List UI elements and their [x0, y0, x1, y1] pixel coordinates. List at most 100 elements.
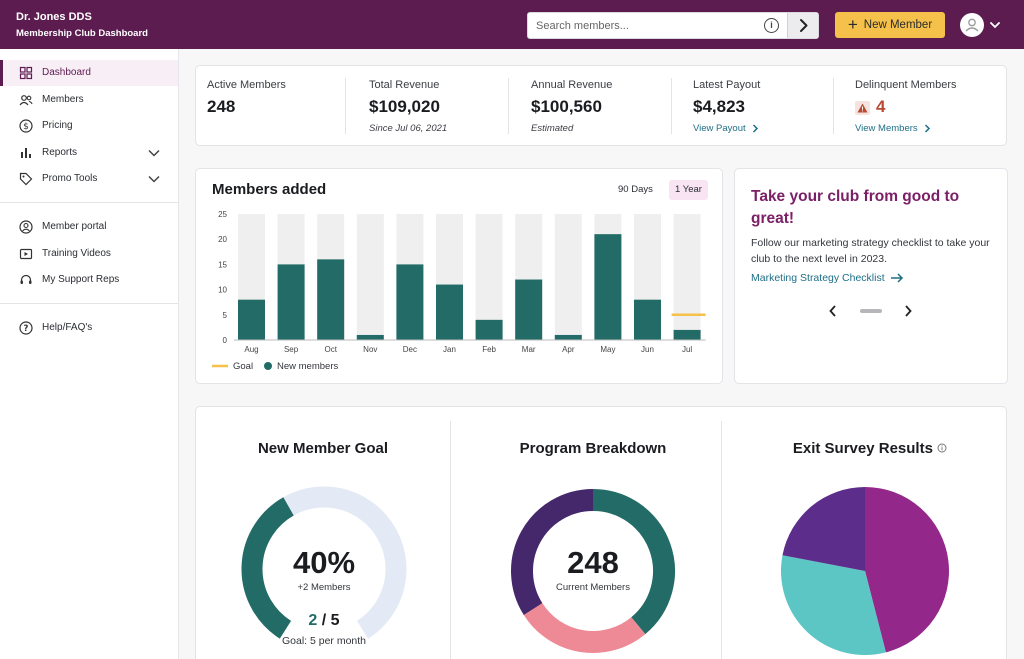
search-box: i [527, 12, 819, 39]
chevron-right-icon [752, 124, 758, 133]
sidebar-item-label: Dashboard [42, 67, 91, 78]
members-bar-chart: 0 5 10 15 20 25 Aug Sep Oct Nov Dec Jan Feb Mar Apr May… [212, 210, 706, 372]
video-icon [19, 248, 33, 260]
info-icon[interactable] [937, 443, 947, 453]
carousel-indicator[interactable] [860, 309, 882, 313]
brand-name: Dr. Jones DDS [16, 11, 92, 23]
sidebar-item-training-videos[interactable]: Training Videos [0, 241, 178, 267]
program-breakdown-title: Program Breakdown [519, 440, 667, 457]
y-tick-label: 5 [223, 311, 228, 320]
stats-card: Active Members 248 Total Revenue $109,02… [195, 65, 1007, 146]
stat-value: $4,823 [693, 97, 745, 116]
sidebar-item-promo-tools[interactable]: Promo Tools [0, 166, 178, 192]
exit-survey-title: Exit Survey Results [792, 440, 933, 457]
sidebar-item-label: Reports [42, 147, 78, 158]
stat-value: 248 [207, 97, 236, 116]
info-icon[interactable]: i [764, 18, 779, 33]
stat-divider [833, 78, 834, 134]
arrow-right-icon [890, 273, 903, 283]
sidebar-item-pricing[interactable]: $ Pricing [0, 113, 178, 139]
sidebar-item-label: Members [42, 94, 84, 105]
help-icon: ? [19, 321, 33, 335]
sidebar-divider [0, 202, 178, 203]
bar-background [673, 214, 701, 340]
sidebar-item-dashboard[interactable]: Dashboard [0, 60, 178, 86]
stat-label: Total Revenue [369, 79, 440, 91]
sidebar-item-member-portal[interactable]: Member portal [0, 214, 178, 240]
view-members-link[interactable]: View Members [855, 123, 957, 134]
user-menu[interactable] [960, 13, 1002, 37]
exit-pie-slice [782, 487, 865, 571]
x-tick-label: Jul [682, 345, 692, 354]
bar-new-members [317, 259, 345, 340]
sidebar-divider [0, 303, 178, 304]
x-tick-label: Dec [403, 345, 417, 354]
promo-card: Take your club from good to great! Follo… [734, 168, 1008, 384]
view-payout-link[interactable]: View Payout [693, 123, 760, 134]
sidebar-item-members[interactable]: Members [0, 87, 178, 113]
stat-value-row: 4 [855, 97, 957, 117]
sidebar-item-label: Training Videos [42, 248, 111, 259]
exit-pie-slice [781, 555, 886, 655]
sidebar-item-reports[interactable]: Reports [0, 140, 178, 166]
svg-text:$: $ [23, 122, 29, 132]
program-donut-segment [523, 602, 646, 653]
stat-active-members: Active Members 248 [207, 79, 286, 117]
headset-icon [20, 274, 32, 284]
new-member-button[interactable]: + New Member [835, 12, 945, 38]
x-tick-label: Aug [244, 345, 258, 354]
chart-title: Members added [212, 181, 327, 198]
exit-survey-pie-chart [781, 487, 949, 655]
marketing-checklist-link[interactable]: Marketing Strategy Checklist [751, 272, 904, 284]
bar-new-members [554, 334, 582, 340]
chevron-down-icon [990, 22, 1000, 29]
section-divider [450, 421, 451, 659]
sidebar-item-help[interactable]: ? Help/FAQ's [0, 315, 178, 341]
stat-delinquent-members: Delinquent Members 4 View Members [855, 79, 957, 134]
carousel-prev-button[interactable] [828, 304, 838, 318]
chevron-down-icon[interactable] [148, 174, 160, 184]
new-member-goal-title: New Member Goal [257, 440, 389, 457]
goal-text: Goal: 5 per month [281, 635, 367, 647]
x-tick-label: May [600, 345, 615, 354]
bar-new-members [673, 329, 701, 340]
program-total-label: Current Members [556, 582, 630, 593]
sidebar-item-label: Help/FAQ's [42, 322, 93, 333]
search-input[interactable] [528, 13, 778, 38]
goal-progress-total: / 5 [321, 612, 340, 629]
brand: Dr. Jones DDS Membership Club Dashboard [16, 10, 148, 41]
carousel-next-button[interactable] [903, 304, 913, 318]
x-tick-label: Apr [562, 345, 575, 354]
top-bar: Dr. Jones DDS Membership Club Dashboard … [0, 0, 1024, 49]
bar-new-members [475, 319, 503, 340]
user-avatar-icon [960, 13, 984, 37]
stat-label: Latest Payout [693, 79, 761, 91]
y-tick-label: 20 [218, 235, 227, 244]
chevron-right-icon [800, 19, 808, 32]
bar-background [554, 214, 582, 340]
chevron-down-icon[interactable] [148, 148, 160, 158]
sidebar-item-support-reps[interactable]: My Support Reps [0, 267, 178, 293]
bar-new-members [238, 299, 265, 340]
bar-chart-icon [21, 148, 31, 158]
stat-value: $109,020 [369, 97, 440, 116]
members-added-card: Members added 90 Days 1 Year 0 5 10 15 20 25 A… [195, 168, 723, 384]
y-tick-label: 25 [218, 210, 227, 219]
plus-icon: + [847, 15, 858, 34]
dashboard-icon [19, 66, 33, 80]
legend-goal-label: Goal [233, 361, 253, 372]
stat-divider [345, 78, 346, 134]
chevron-right-icon [924, 124, 930, 133]
stat-sub: Estimated [531, 123, 574, 134]
users-icon [19, 95, 33, 106]
stat-total-revenue: Total Revenue $109,020 Since Jul 06, 202… [369, 79, 447, 134]
goal-progress-current: 2 [308, 612, 318, 629]
bar-background [475, 214, 503, 340]
exit-pie-slice [865, 487, 949, 653]
program-donut-segment [592, 489, 675, 635]
range-1-year-button[interactable]: 1 Year [669, 180, 708, 200]
range-90-days-button[interactable]: 90 Days [618, 184, 653, 195]
stat-latest-payout: Latest Payout $4,823 View Payout [693, 79, 760, 134]
search-submit-button[interactable] [787, 13, 818, 38]
sidebar-item-label: Member portal [42, 221, 107, 232]
